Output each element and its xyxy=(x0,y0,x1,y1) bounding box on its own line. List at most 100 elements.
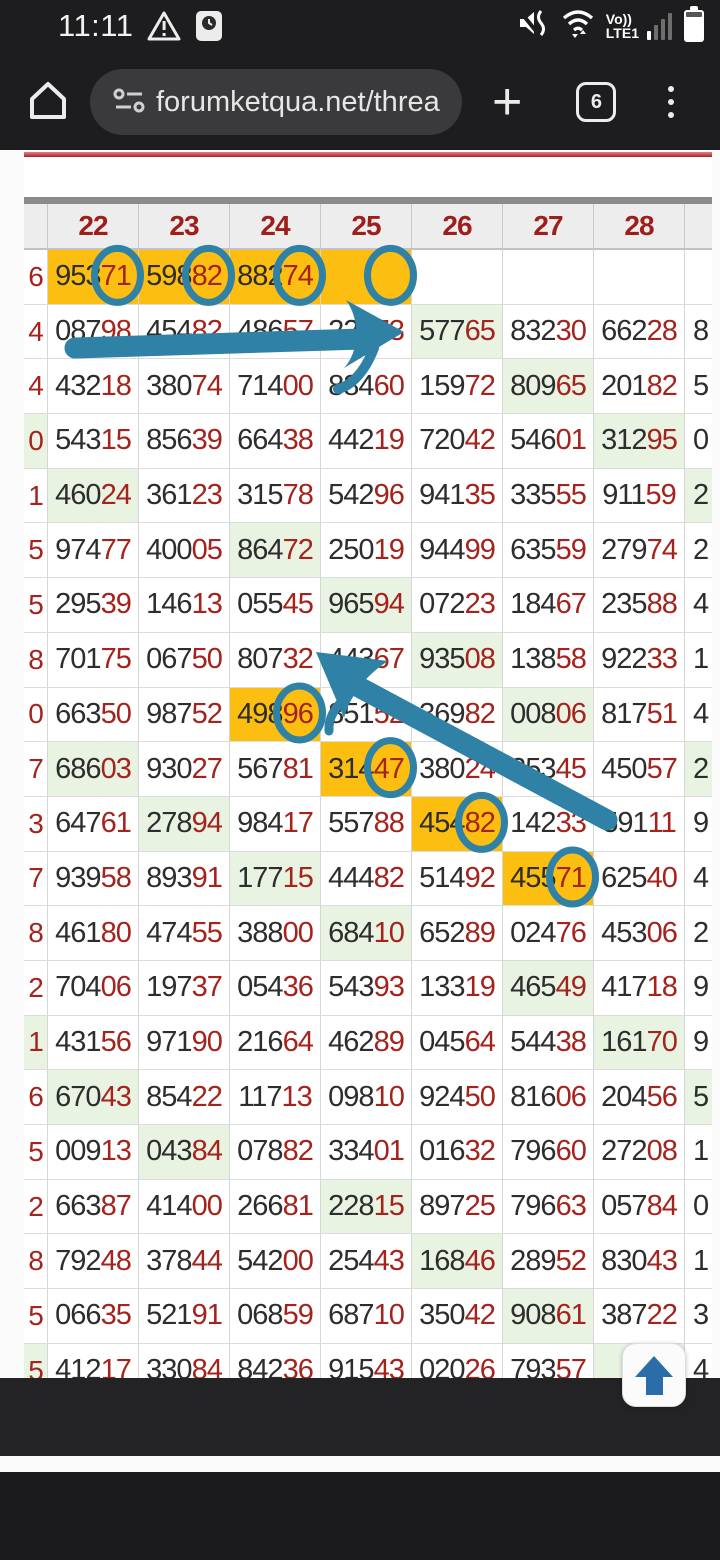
table-cell: 796 60 xyxy=(503,1125,594,1180)
row-lead-digit: 6 xyxy=(24,250,48,305)
table-cell: 832 30 xyxy=(503,304,594,360)
table-row: 5 009 13 043 84 078 82 334 01 016 32 796 60 272 08 1 xyxy=(24,1125,712,1180)
table-cell: 664 38 xyxy=(230,414,321,469)
row-lead-digit: 2 xyxy=(24,960,48,1016)
table-cell: 807 32 xyxy=(230,632,321,688)
table-row: 5 295 39 146 13 055 45 965 94 072 23 184 67 235 88 4 xyxy=(24,578,712,633)
table-cell: 133 19 xyxy=(412,960,503,1016)
scroll-to-top-button[interactable] xyxy=(622,1343,686,1407)
table-cell: 400 05 xyxy=(139,523,230,579)
table-cell: 098 10 xyxy=(321,1070,412,1125)
table-cell: 714 00 xyxy=(230,359,321,415)
browser-menu-button[interactable] xyxy=(668,86,675,118)
table-row: 5 974 77 400 05 864 72 250 19 944 99 635 59 279 74 2 xyxy=(24,523,712,579)
table-cell: 312 95 xyxy=(594,414,685,469)
row-lead-digit: 3 xyxy=(24,796,48,852)
table-cell: 652 89 xyxy=(412,906,503,961)
column-header: 22 xyxy=(48,204,139,250)
table-cell: 066 35 xyxy=(48,1289,139,1344)
table-cell: 543 15 xyxy=(48,414,139,469)
column-header: 28 xyxy=(594,204,685,250)
horizontal-scrollbar[interactable] xyxy=(24,197,712,204)
table-cell xyxy=(594,250,685,305)
table-cell: 054 36 xyxy=(230,960,321,1016)
table-cell: 444 82 xyxy=(321,851,412,907)
table-cell: 625 40 xyxy=(594,851,685,907)
table-row: 2 704 06 197 37 054 36 543 93 133 19 465 49 417 18 9 xyxy=(24,960,712,1016)
corner-header-cell xyxy=(24,204,48,250)
table-row: 6 670 43 854 22 117 13 098 10 924 50 816 06 204 56 5 xyxy=(24,1070,712,1125)
warning-icon xyxy=(147,10,181,42)
column-header: 23 xyxy=(139,204,230,250)
table-cell: 314 47 xyxy=(321,742,412,797)
new-tab-button[interactable]: + xyxy=(492,73,523,131)
table-cell: 334 01 xyxy=(321,1125,412,1180)
device-nav-bar xyxy=(0,1472,720,1560)
table-cell: 020 26 xyxy=(412,1343,503,1378)
partial-cell: 5 xyxy=(685,1070,712,1125)
table-cell: 045 64 xyxy=(412,1015,503,1071)
table-cell: 184 67 xyxy=(503,578,594,633)
partial-cell: 9 xyxy=(685,1015,712,1071)
table-cell: 567 81 xyxy=(230,742,321,797)
table-cell: 684 10 xyxy=(321,906,412,961)
partial-cell: 2 xyxy=(685,906,712,961)
table-cell: 809 65 xyxy=(503,359,594,415)
table-cell: 686 03 xyxy=(48,742,139,797)
row-lead-digit: 4 xyxy=(24,359,48,415)
table-cell: 138 58 xyxy=(503,632,594,688)
table-cell: 072 23 xyxy=(412,578,503,633)
url-bar[interactable]: forumketqua.net/threa xyxy=(90,69,462,135)
signal-strength-icon xyxy=(647,12,672,40)
table-cell: 078 82 xyxy=(230,1125,321,1180)
table-cell: 201 82 xyxy=(594,359,685,415)
table-cell: 087 98 xyxy=(48,304,139,360)
table-cell: 142 33 xyxy=(503,796,594,852)
table-cell: 663 87 xyxy=(48,1179,139,1235)
table-cell: 335 55 xyxy=(503,468,594,524)
table-cell: 412 17 xyxy=(48,1343,139,1378)
table-row: 3 647 61 278 94 984 17 557 88 454 82 142 33 591 11 9 xyxy=(24,796,712,852)
row-lead-digit: 5 xyxy=(24,1343,48,1378)
table-cell: 009 13 xyxy=(48,1125,139,1180)
table-cell: 792 48 xyxy=(48,1234,139,1290)
table-cell: 235 88 xyxy=(594,578,685,633)
table-cell: 687 10 xyxy=(321,1289,412,1344)
table-cell: 361 23 xyxy=(139,468,230,524)
home-button[interactable] xyxy=(26,79,70,126)
table-cell: 944 99 xyxy=(412,523,503,579)
table-cell: 016 32 xyxy=(412,1125,503,1180)
table-row: 1 460 24 361 23 315 78 542 96 941 35 335 55 911 59 2 xyxy=(24,468,712,524)
site-settings-icon[interactable] xyxy=(112,85,146,120)
partial-cell: 4 xyxy=(685,1343,712,1378)
browser-chrome: 11:11 Vo)) LTE1 xyxy=(0,0,720,150)
table-cell: 924 50 xyxy=(412,1070,503,1125)
table-row: 6 953 71 598 82 882 74 xyxy=(24,250,712,305)
status-bar: 11:11 Vo)) LTE1 xyxy=(0,0,720,52)
table-header-row: 22 23 24 25 26 27 28 xyxy=(24,204,712,250)
partial-cell: 9 xyxy=(685,796,712,852)
tab-switcher-button[interactable]: 6 xyxy=(576,82,617,122)
table-cell: 474 55 xyxy=(139,906,230,961)
table-cell: 168 46 xyxy=(412,1234,503,1290)
table-row: 1 431 56 971 90 216 64 462 89 045 64 544 38 161 70 9 xyxy=(24,1015,712,1071)
table-cell: 442 19 xyxy=(321,414,412,469)
table-cell: 431 56 xyxy=(48,1015,139,1071)
nav-gap xyxy=(0,1456,720,1472)
row-lead-digit: 2 xyxy=(24,1179,48,1235)
row-lead-digit: 6 xyxy=(24,1070,48,1125)
table-row: 0 543 15 856 39 664 38 442 19 720 42 546 01 312 95 0 xyxy=(24,414,712,469)
table-cell: 647 61 xyxy=(48,796,139,852)
table-cell: 461 80 xyxy=(48,906,139,961)
table-cell: 055 45 xyxy=(230,578,321,633)
column-header: 27 xyxy=(503,204,594,250)
table-cell: 146 13 xyxy=(139,578,230,633)
partial-cell: 2 xyxy=(685,523,712,579)
table-cell: 161 70 xyxy=(594,1015,685,1071)
column-header: 24 xyxy=(230,204,321,250)
table-cell: 057 84 xyxy=(594,1179,685,1235)
row-lead-digit: 8 xyxy=(24,906,48,961)
table-cell: 546 01 xyxy=(503,414,594,469)
table-row: 8 792 48 378 44 542 00 254 43 168 46 289 52 830 43 1 xyxy=(24,1234,712,1290)
table-cell: 453 06 xyxy=(594,906,685,961)
